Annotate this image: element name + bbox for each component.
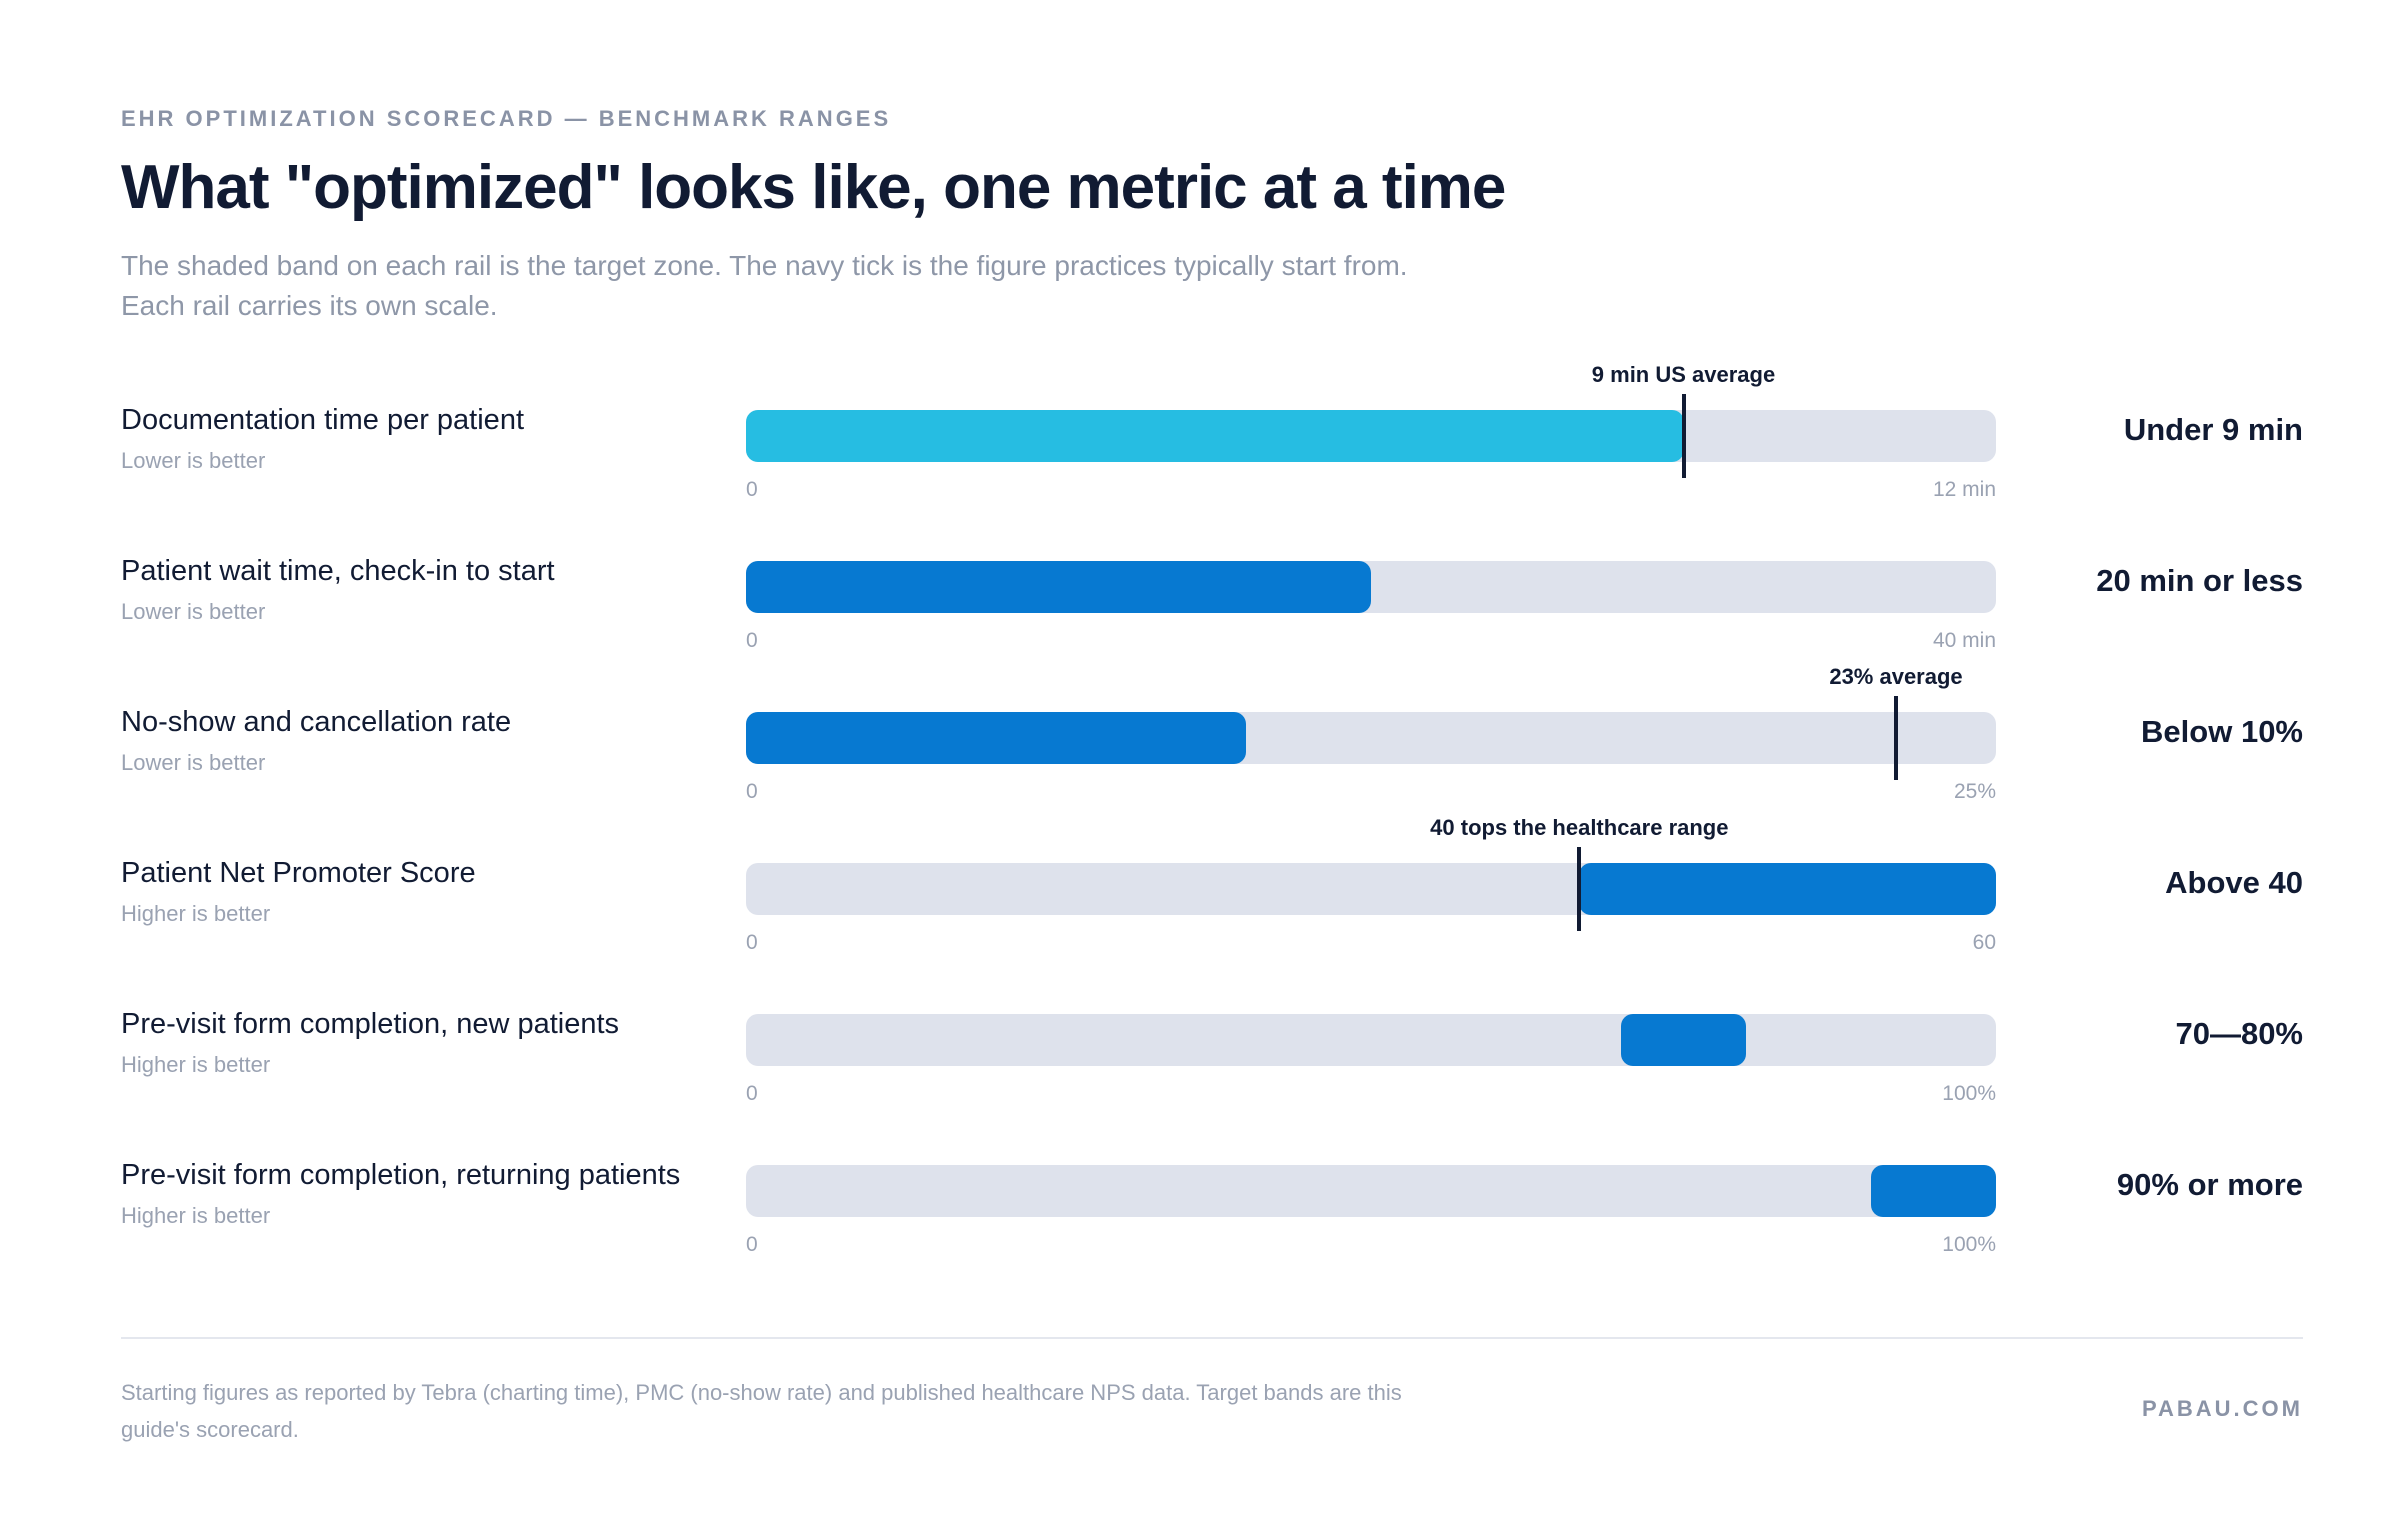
target-band xyxy=(1579,863,1996,915)
eyebrow: EHR OPTIMIZATION SCORECARD — BENCHMARK R… xyxy=(121,106,892,131)
metric-row: Documentation time per patient Lower is b… xyxy=(121,362,2303,543)
axis-min-label: 0 xyxy=(746,931,758,954)
metric-row: Pre-visit form completion, new patients H… xyxy=(121,996,2303,1147)
axis-max-label: 40 min xyxy=(1932,629,1996,652)
metric-label: Pre-visit form completion, new patients H… xyxy=(121,1004,701,1080)
target-value: Below 10% xyxy=(2141,714,2303,749)
axis-max-label: 100% xyxy=(1942,1233,1996,1256)
metric-label: No-show and cancellation rate Lower is be… xyxy=(121,702,701,778)
page-title: What "optimized" looks like, one metric … xyxy=(121,153,1506,222)
target-value: Under 9 min xyxy=(2123,412,2303,447)
baseline-tick xyxy=(1894,696,1898,780)
target-band xyxy=(1621,1014,1746,1066)
metric-direction: Lower is better xyxy=(121,599,266,624)
baseline-label: 40 tops the healthcare range xyxy=(1430,815,1729,840)
metric-rail: 40 tops the healthcare range xyxy=(746,815,1996,931)
target-value: 90% or more xyxy=(2116,1167,2303,1202)
baseline-label: 9 min US average xyxy=(1591,362,1776,387)
target-band xyxy=(1871,1165,1996,1217)
metric-rails: Documentation time per patient Lower is b… xyxy=(121,0,2303,1538)
metric-rail: 9 min US average xyxy=(746,362,1996,478)
metric-label: Documentation time per patient Lower is b… xyxy=(121,400,701,476)
target-value: 20 min or less xyxy=(2096,563,2303,598)
metric-label: Patient wait time, check-in to start Lowe… xyxy=(121,551,701,627)
brand-mark: PABAU.COM xyxy=(2141,1396,2303,1421)
metric-rail xyxy=(746,1014,1996,1066)
axis-max-label: 25% xyxy=(1953,780,1996,803)
target-band xyxy=(746,561,1371,613)
footnote: Starting figures as reported by Tebra (c… xyxy=(121,1380,1402,1442)
metric-rail xyxy=(746,1165,1996,1217)
metric-direction: Lower is better xyxy=(121,448,266,473)
metric-name: Pre-visit form completion, returning pat… xyxy=(121,1159,681,1191)
baseline-tick xyxy=(1577,847,1582,931)
scorecard: EHR OPTIMIZATION SCORECARD — BENCHMARK R… xyxy=(121,0,2303,1538)
target-band xyxy=(746,712,1246,764)
axis-max-label: 12 min xyxy=(1932,478,1996,501)
target-band xyxy=(746,410,1684,462)
metric-label: Pre-visit form completion, returning pat… xyxy=(121,1155,701,1231)
metric-row: Pre-visit form completion, returning pat… xyxy=(121,1147,2303,1298)
metric-direction: Higher is better xyxy=(121,901,271,926)
baseline-label: 23% average xyxy=(1829,664,1963,689)
metric-name: Documentation time per patient xyxy=(121,404,524,436)
metric-name: Patient Net Promoter Score xyxy=(121,857,476,889)
axis-min-label: 0 xyxy=(746,478,758,501)
subtitle: The shaded band on each rail is the targ… xyxy=(121,250,1408,321)
metric-name: No-show and cancellation rate xyxy=(121,706,512,738)
metric-direction: Lower is better xyxy=(121,750,266,775)
axis-min-label: 0 xyxy=(746,1082,758,1105)
metric-direction: Higher is better xyxy=(121,1052,271,1077)
metric-row: Patient wait time, check-in to start Lowe… xyxy=(121,543,2303,694)
baseline-tick xyxy=(1681,394,1686,478)
metric-name: Pre-visit form completion, new patients xyxy=(121,1008,620,1040)
axis-min-label: 0 xyxy=(746,629,758,652)
metric-row: Patient Net Promoter Score Higher is bett… xyxy=(121,815,2303,996)
axis-max-label: 100% xyxy=(1942,1082,1996,1105)
metric-direction: Higher is better xyxy=(121,1203,271,1228)
metric-row: No-show and cancellation rate Lower is be… xyxy=(121,664,2303,845)
axis-max-label: 60 xyxy=(1972,931,1996,954)
metric-rail: 23% average xyxy=(746,664,1996,780)
metric-label: Patient Net Promoter Score Higher is bett… xyxy=(121,853,701,929)
divider xyxy=(121,1337,2303,1339)
target-value: Above 40 xyxy=(2165,865,2303,900)
axis-min-label: 0 xyxy=(746,1233,758,1256)
axis-min-label: 0 xyxy=(746,780,758,803)
target-value: 70—80% xyxy=(2175,1016,2303,1051)
metric-name: Patient wait time, check-in to start xyxy=(121,555,555,587)
metric-rail xyxy=(746,561,1996,613)
